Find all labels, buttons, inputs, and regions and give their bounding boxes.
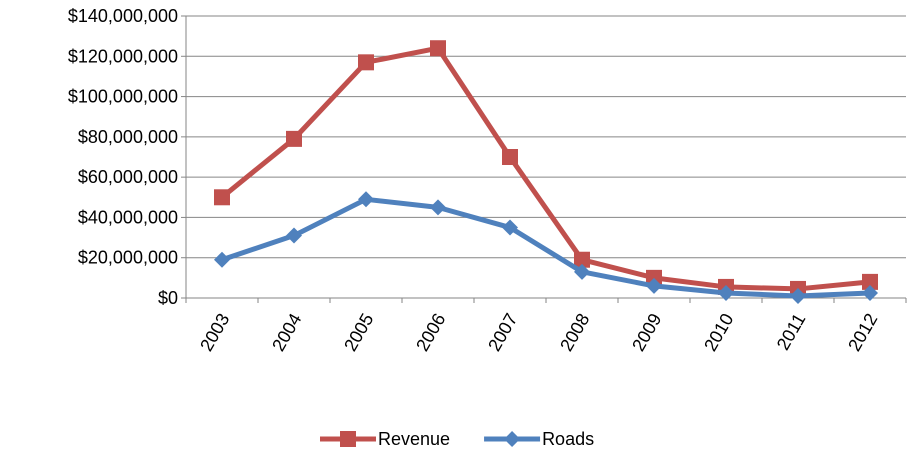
x-tick-label: 2012 <box>844 310 881 355</box>
legend-label: Roads <box>542 429 594 449</box>
legend-marker <box>340 431 356 447</box>
legend-label: Revenue <box>378 429 450 449</box>
data-point <box>214 251 230 268</box>
series-line <box>220 45 871 292</box>
data-point <box>358 191 374 208</box>
x-tick-label: 2009 <box>628 310 665 355</box>
data-point <box>790 287 806 304</box>
data-point <box>358 54 374 71</box>
y-tick-label: $100,000,000 <box>68 87 178 107</box>
data-point <box>430 199 446 216</box>
series-line <box>221 196 871 299</box>
y-tick-label: $80,000,000 <box>78 127 178 147</box>
y-tick-label: $60,000,000 <box>78 167 178 187</box>
y-tick-label: $40,000,000 <box>78 207 178 227</box>
x-tick-label: 2008 <box>556 310 593 355</box>
data-point <box>646 277 662 294</box>
x-tick-label: 2005 <box>340 310 377 355</box>
x-tick-label: 2010 <box>700 310 737 355</box>
y-tick-label: $20,000,000 <box>78 248 178 268</box>
x-tick-label: 2004 <box>268 310 305 355</box>
data-point <box>574 263 590 280</box>
data-point <box>862 284 878 301</box>
y-tick-label: $140,000,000 <box>68 6 178 26</box>
x-tick-label: 2003 <box>196 310 233 355</box>
y-tick-label: $0 <box>158 288 178 308</box>
legend-marker <box>504 431 521 447</box>
data-point <box>646 269 662 286</box>
y-tick-label: $120,000,000 <box>68 46 178 66</box>
data-point <box>502 219 518 236</box>
data-point <box>574 251 590 268</box>
data-point <box>286 227 302 244</box>
data-point <box>214 189 230 206</box>
x-tick-label: 2006 <box>412 310 449 355</box>
data-point <box>718 284 734 301</box>
data-point <box>502 149 518 165</box>
data-point <box>430 40 446 57</box>
x-tick-label: 2011 <box>773 310 810 354</box>
x-tick-label: 2007 <box>484 310 521 355</box>
data-point <box>862 273 878 290</box>
data-point <box>286 130 302 147</box>
